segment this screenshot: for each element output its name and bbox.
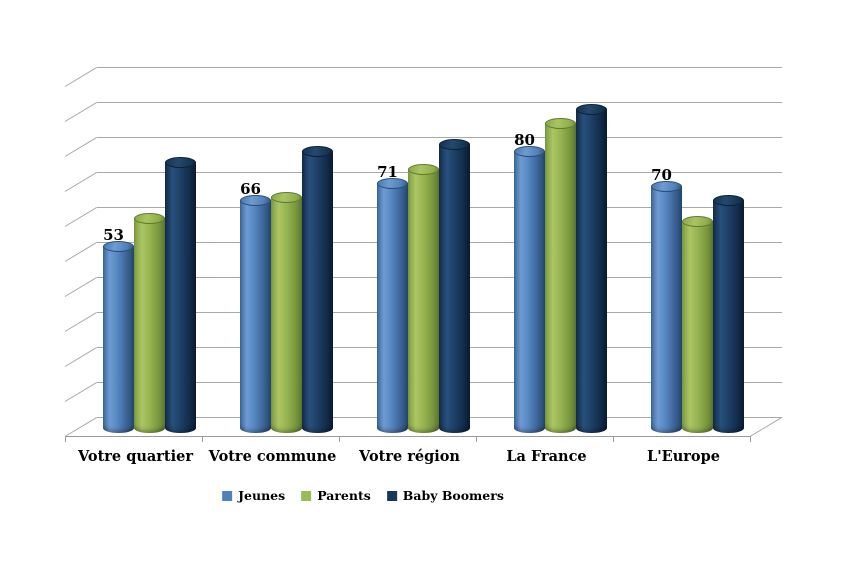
cylinder-cap <box>439 139 470 150</box>
gridline-depth-segment <box>64 347 97 367</box>
cylinder-body <box>713 200 744 433</box>
cylinder-body <box>377 182 408 433</box>
gridline <box>96 102 782 103</box>
x-axis-tick <box>202 436 203 442</box>
x-axis-tick <box>476 436 477 442</box>
cylinder-body <box>271 196 302 433</box>
x-axis-tick <box>65 436 66 442</box>
cylinder-cap <box>545 118 576 129</box>
x-axis-line <box>65 436 751 437</box>
cylinder-cap <box>103 240 134 252</box>
bar-baby-boomers-votre-quartier <box>165 156 196 433</box>
cylinder-cap <box>302 146 333 157</box>
legend-item-jeunes: Jeunes <box>222 488 285 503</box>
gridline-depth-segment <box>64 417 97 437</box>
bar-jeunes-l-europe <box>651 181 682 433</box>
x-axis-category-label: Votre commune <box>208 448 337 465</box>
bar-baby-boomers-votre-r-gion <box>439 139 470 433</box>
bar-jeunes-la-france <box>514 146 545 433</box>
cylinder-body <box>165 161 196 433</box>
cylinder-body <box>439 144 470 433</box>
gridline-depth-segment <box>64 312 97 332</box>
x-axis-tick <box>613 436 614 442</box>
gridline-depth-segment <box>64 242 97 262</box>
legend-item-baby-boomers: Baby Boomers <box>386 488 504 503</box>
data-label: 70 <box>651 166 672 184</box>
bar-jeunes-votre-quartier <box>103 240 134 433</box>
bar-baby-boomers-la-france <box>576 104 607 433</box>
bar-baby-boomers-votre-commune <box>302 146 333 433</box>
cylinder-cap <box>651 181 682 192</box>
bar-parents-l-europe <box>682 216 713 433</box>
cylinder-body <box>240 200 271 433</box>
cylinder-cap <box>408 163 439 175</box>
cylinder-cap <box>576 104 607 115</box>
gridline-depth-segment <box>64 137 97 157</box>
legend-item-parents: Parents <box>301 488 371 503</box>
x-axis-tick <box>339 436 340 442</box>
x-axis-category-label: La France <box>506 448 587 465</box>
cylinder-cap <box>377 177 408 189</box>
cylinder-body <box>545 123 576 433</box>
cylinder-body <box>302 151 333 433</box>
legend: Jeunes Parents Baby Boomers <box>222 488 504 503</box>
bar-parents-votre-quartier <box>134 212 165 433</box>
bar-parents-votre-r-gion <box>408 163 439 433</box>
legend-label: Baby Boomers <box>402 488 504 503</box>
data-label: 66 <box>240 180 261 198</box>
bar-parents-votre-commune <box>271 191 302 433</box>
cylinder-cap <box>134 212 165 224</box>
gridline-depth-segment <box>64 172 97 192</box>
cylinder-cap <box>713 195 744 206</box>
cylinder-body <box>408 168 439 433</box>
data-label: 53 <box>103 225 124 244</box>
cylinder-cap <box>240 195 271 206</box>
data-label: 71 <box>377 162 398 181</box>
gridline-depth-segment <box>64 277 97 297</box>
x-axis-category-label: L'Europe <box>647 448 720 465</box>
floor-right-edge <box>749 417 782 437</box>
cylinder-body <box>576 109 607 433</box>
x-axis-category-label: Votre région <box>359 448 460 465</box>
legend-swatch-parents <box>301 490 312 501</box>
bar-jeunes-votre-commune <box>240 195 271 433</box>
legend-swatch-jeunes <box>222 490 233 501</box>
cylinder-body <box>103 245 134 433</box>
bar-parents-la-france <box>545 118 576 433</box>
x-axis-tick <box>750 436 751 442</box>
x-axis-category-label: Votre quartier <box>78 448 193 465</box>
gridline-depth-segment <box>64 102 97 122</box>
bar-jeunes-votre-r-gion <box>377 177 408 433</box>
gridline-depth-segment <box>64 382 97 402</box>
gridline-depth-segment <box>64 207 97 227</box>
data-label: 80 <box>514 131 535 149</box>
legend-swatch-baby-boomers <box>386 490 397 501</box>
legend-label: Parents <box>317 488 371 503</box>
cylinder-body <box>514 151 545 433</box>
cylinder-cap <box>682 216 713 227</box>
cylinder-cap <box>514 146 545 157</box>
cylinder-body <box>651 186 682 433</box>
cylinder-body <box>682 221 713 433</box>
cylinder-cap <box>271 191 302 203</box>
bar-baby-boomers-l-europe <box>713 195 744 433</box>
gridline <box>96 67 782 68</box>
gridline-depth-segment <box>64 67 97 87</box>
legend-label: Jeunes <box>238 488 286 503</box>
cylinder-body <box>134 217 165 433</box>
gridline <box>96 137 782 138</box>
cylinder-cap <box>165 156 196 168</box>
